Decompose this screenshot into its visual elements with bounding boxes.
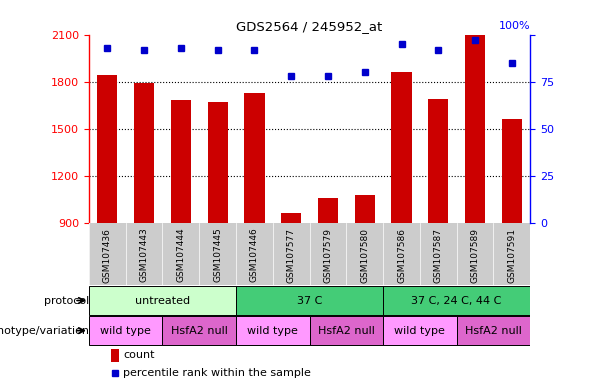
Text: HsfA2 null: HsfA2 null <box>465 326 522 336</box>
Bar <box>170 101 191 223</box>
Bar <box>162 316 236 345</box>
Bar <box>383 316 457 345</box>
Text: wild type: wild type <box>248 326 298 336</box>
Bar <box>428 99 449 223</box>
Text: untreated: untreated <box>135 296 190 306</box>
Text: 37 C: 37 C <box>297 296 322 306</box>
Text: GSM107444: GSM107444 <box>177 228 185 282</box>
Text: wild type: wild type <box>395 326 445 336</box>
Text: HsfA2 null: HsfA2 null <box>318 326 375 336</box>
Text: GSM107589: GSM107589 <box>471 228 479 283</box>
Text: GSM107443: GSM107443 <box>140 228 148 283</box>
Bar <box>89 286 236 315</box>
Text: protocol: protocol <box>44 296 89 306</box>
Bar <box>457 316 530 345</box>
Bar <box>281 214 302 223</box>
Bar <box>391 72 412 223</box>
Text: GSM107579: GSM107579 <box>324 228 332 283</box>
Text: count: count <box>123 350 155 360</box>
Bar <box>236 316 310 345</box>
Bar <box>310 316 383 345</box>
Text: GSM107577: GSM107577 <box>287 228 295 283</box>
Bar <box>465 35 485 223</box>
Text: GSM107587: GSM107587 <box>434 228 443 283</box>
Bar <box>318 198 338 223</box>
Text: GSM107591: GSM107591 <box>508 228 516 283</box>
Bar <box>207 102 228 223</box>
Bar <box>89 316 162 345</box>
Bar <box>97 75 117 223</box>
Text: GSM107436: GSM107436 <box>103 228 112 283</box>
Text: GSM107586: GSM107586 <box>397 228 406 283</box>
Bar <box>501 119 522 223</box>
Text: percentile rank within the sample: percentile rank within the sample <box>123 367 311 377</box>
Bar <box>354 195 375 223</box>
Bar <box>111 349 119 362</box>
Bar <box>134 83 154 223</box>
Text: 37 C, 24 C, 44 C: 37 C, 24 C, 44 C <box>411 296 502 306</box>
Title: GDS2564 / 245952_at: GDS2564 / 245952_at <box>237 20 383 33</box>
Text: GSM107445: GSM107445 <box>213 228 222 283</box>
Text: genotype/variation: genotype/variation <box>0 326 89 336</box>
Text: HsfA2 null: HsfA2 null <box>171 326 227 336</box>
Text: GSM107580: GSM107580 <box>360 228 369 283</box>
Text: GSM107446: GSM107446 <box>250 228 259 283</box>
Bar <box>244 93 265 223</box>
Text: 100%: 100% <box>498 21 530 31</box>
Text: wild type: wild type <box>101 326 151 336</box>
Bar <box>383 286 530 315</box>
Bar <box>236 286 383 315</box>
